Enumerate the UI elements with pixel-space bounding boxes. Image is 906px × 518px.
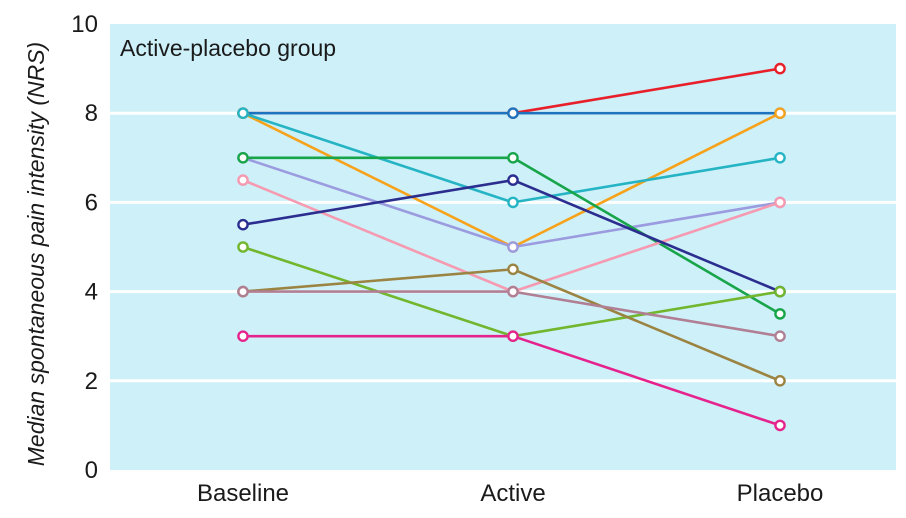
y-tick-label-2: 2 <box>85 368 98 395</box>
series-11-point-active <box>507 285 519 298</box>
series-6-point-active <box>507 151 519 164</box>
y-tick-label-0: 0 <box>85 457 98 484</box>
series-4-point-placebo <box>774 151 786 164</box>
x-tick-label-baseline: Baseline <box>197 480 289 507</box>
series-3-point-placebo <box>774 107 786 119</box>
x-tick-label-active: Active <box>480 480 545 507</box>
y-tick-label-8: 8 <box>85 100 98 127</box>
series-9-point-baseline <box>237 241 249 253</box>
series-10-point-placebo <box>774 374 786 387</box>
series-points <box>237 62 786 432</box>
series-6-point-baseline <box>237 151 249 164</box>
series-9-point-placebo <box>774 285 786 298</box>
y-tick-label-4: 4 <box>85 279 98 306</box>
series-12-point-placebo <box>774 419 786 432</box>
series-10-point-active <box>507 263 519 276</box>
series-8-point-baseline <box>237 218 249 231</box>
series-12-point-active <box>507 330 519 343</box>
series-12-point-baseline <box>237 330 249 343</box>
series-4-point-baseline <box>237 107 249 119</box>
panel-title: Active-placebo group <box>120 35 336 61</box>
series-11-point-placebo <box>774 330 786 343</box>
y-tick-label-6: 6 <box>85 189 98 216</box>
series-1-point-placebo <box>774 62 786 75</box>
series-7-point-baseline <box>237 174 249 186</box>
plot-background <box>110 24 896 470</box>
series-7-point-placebo <box>774 196 786 209</box>
series-6-point-placebo <box>774 308 786 320</box>
series-2-point-active <box>507 107 519 119</box>
series-11-point-baseline <box>237 285 249 298</box>
series-8-point-active <box>507 174 519 186</box>
series-5-point-active <box>507 241 519 253</box>
series-4-point-active <box>507 196 519 209</box>
y-axis-label: Median spontaneous pain intensity (NRS) <box>23 42 49 466</box>
y-tick-label-10: 10 <box>71 11 98 38</box>
x-axis-ticks: Baseline Active Placebo <box>197 480 823 507</box>
y-axis-ticks: 0 2 4 6 8 10 <box>71 11 98 484</box>
x-tick-label-placebo: Placebo <box>737 480 824 507</box>
